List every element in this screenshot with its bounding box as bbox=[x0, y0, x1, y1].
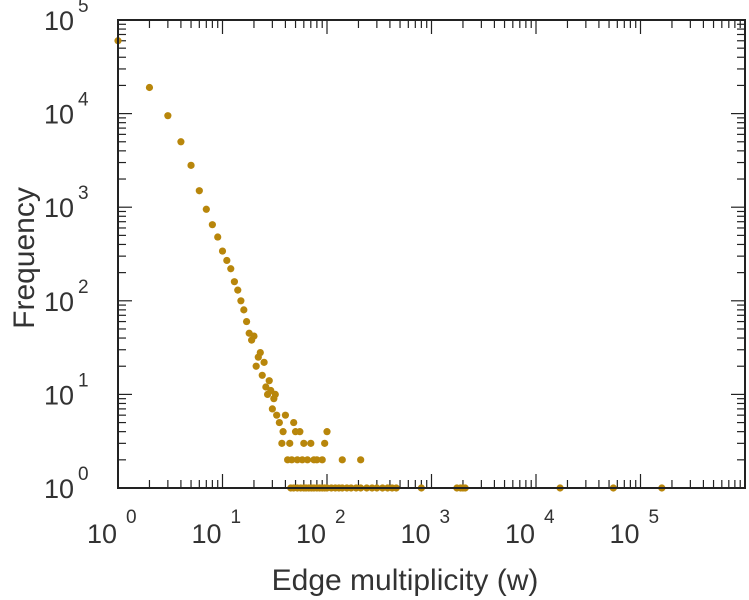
x-tick-label: 10 bbox=[400, 519, 430, 549]
data-point bbox=[313, 456, 321, 464]
x-tick-exponent: 5 bbox=[649, 507, 660, 528]
data-point bbox=[256, 348, 264, 357]
axis-ticks bbox=[117, 20, 745, 489]
data-point bbox=[323, 428, 331, 436]
data-point bbox=[273, 411, 281, 419]
data-point bbox=[195, 187, 203, 195]
x-tick-exponent: 2 bbox=[335, 507, 346, 528]
x-tick-exponent: 4 bbox=[544, 507, 555, 528]
data-point bbox=[208, 221, 216, 229]
data-point bbox=[187, 161, 195, 169]
data-point bbox=[252, 362, 260, 370]
data-point bbox=[227, 265, 235, 273]
data-point bbox=[164, 112, 172, 120]
data-point bbox=[303, 456, 312, 464]
data-point bbox=[275, 418, 283, 427]
data-points bbox=[114, 37, 666, 492]
x-tick-label: 10 bbox=[87, 519, 117, 549]
y-tick-exponent: 1 bbox=[78, 370, 89, 391]
y-tick-exponent: 0 bbox=[78, 464, 89, 485]
y-tick-exponent: 2 bbox=[78, 277, 89, 298]
data-point bbox=[288, 456, 296, 464]
data-point bbox=[268, 405, 276, 413]
data-point bbox=[242, 317, 251, 326]
x-tick-label: 10 bbox=[191, 519, 221, 549]
y-axis-label: Frequency bbox=[8, 187, 41, 329]
x-tick-exponent: 0 bbox=[126, 507, 137, 528]
y-tick-label: 10 bbox=[44, 380, 74, 410]
data-point bbox=[286, 439, 294, 447]
data-point bbox=[234, 286, 242, 294]
data-point bbox=[293, 456, 301, 464]
x-tick-label: 10 bbox=[296, 519, 326, 549]
data-point bbox=[357, 456, 365, 464]
data-point bbox=[223, 256, 231, 265]
y-tick-label: 10 bbox=[44, 287, 74, 317]
data-point bbox=[218, 247, 227, 255]
plot-frame bbox=[117, 19, 746, 489]
data-point bbox=[265, 377, 273, 385]
x-tick-label: 10 bbox=[505, 519, 535, 549]
x-tick-exponent: 1 bbox=[231, 507, 242, 528]
data-point bbox=[278, 439, 286, 447]
y-tick-exponent: 5 bbox=[78, 0, 89, 17]
y-tick-label: 10 bbox=[44, 6, 74, 36]
data-point bbox=[279, 428, 287, 436]
x-tick-exponent: 3 bbox=[440, 507, 451, 528]
y-tick-exponent: 3 bbox=[78, 183, 89, 204]
data-point bbox=[202, 205, 210, 213]
y-tick-label: 10 bbox=[44, 193, 74, 223]
data-point bbox=[214, 233, 222, 241]
x-tick-label: 10 bbox=[609, 519, 639, 549]
data-point bbox=[307, 439, 315, 447]
data-point bbox=[262, 383, 270, 391]
data-point bbox=[250, 332, 258, 340]
data-point bbox=[318, 456, 326, 464]
data-point bbox=[296, 428, 304, 436]
data-point bbox=[300, 439, 308, 447]
data-point bbox=[240, 306, 248, 314]
y-tick-label: 10 bbox=[44, 100, 74, 130]
data-point bbox=[271, 390, 279, 398]
data-point bbox=[298, 456, 306, 464]
data-point bbox=[290, 418, 298, 427]
data-point bbox=[230, 278, 239, 286]
data-point bbox=[321, 439, 329, 447]
data-point bbox=[281, 411, 290, 419]
data-point bbox=[258, 371, 266, 379]
data-point bbox=[260, 358, 268, 366]
x-axis-label: Edge multiplicity (w) bbox=[272, 564, 539, 597]
data-point bbox=[177, 138, 185, 146]
data-point bbox=[338, 456, 346, 464]
y-tick-label: 10 bbox=[44, 474, 74, 504]
y-tick-exponent: 4 bbox=[78, 90, 89, 111]
data-point bbox=[237, 297, 245, 305]
data-point bbox=[145, 83, 154, 92]
